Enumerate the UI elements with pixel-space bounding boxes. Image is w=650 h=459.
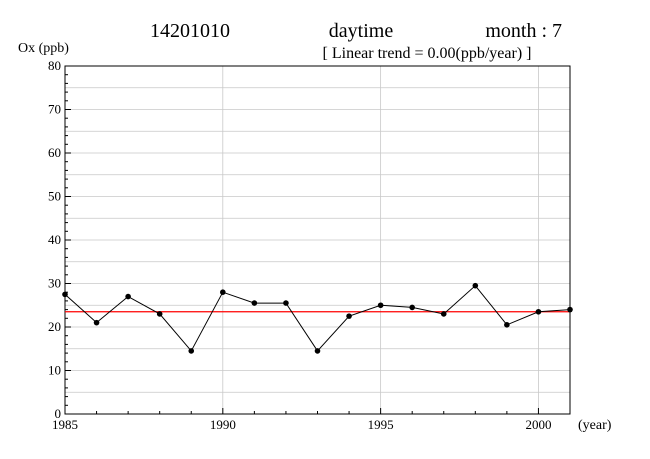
y-tick-label: 80 bbox=[48, 58, 61, 73]
y-tick-label: 70 bbox=[48, 102, 61, 117]
data-point bbox=[472, 282, 479, 289]
data-point bbox=[220, 289, 226, 296]
y-tick-label: 40 bbox=[48, 232, 61, 247]
data-point bbox=[62, 291, 68, 298]
data-point bbox=[440, 311, 447, 317]
chart-subtitle: [ Linear trend = 0.00(ppb/year) ] bbox=[323, 45, 532, 62]
y-tick-label: 30 bbox=[48, 276, 61, 291]
series-line bbox=[64, 284, 571, 352]
data-point bbox=[567, 306, 573, 313]
tick-labels: 0 10 20 30 40 50 60 70 80 1985 1990 1995 2000 bbox=[48, 58, 551, 432]
data-point bbox=[535, 308, 542, 315]
data-point bbox=[251, 300, 258, 306]
data-point bbox=[283, 300, 289, 306]
y-tick-label: 0 bbox=[55, 406, 62, 421]
chart-period: daytime bbox=[329, 20, 394, 42]
data-marks bbox=[62, 282, 573, 354]
y-axis-label: Ox (ppb) bbox=[18, 41, 69, 56]
data-point bbox=[93, 319, 100, 326]
x-tick-label: 1990 bbox=[210, 417, 236, 432]
y-tick-label: 20 bbox=[48, 319, 61, 334]
data-point bbox=[125, 293, 131, 300]
x-tick-label: 1985 bbox=[52, 417, 78, 432]
y-tick-label: 60 bbox=[48, 145, 61, 160]
data-point bbox=[188, 348, 195, 354]
data-point bbox=[504, 322, 510, 328]
data-point bbox=[314, 348, 321, 354]
grid bbox=[64, 65, 571, 415]
y-tick-label: 10 bbox=[48, 363, 61, 378]
chart-month: month : 7 bbox=[485, 20, 562, 42]
x-tick-label: 2000 bbox=[525, 417, 551, 432]
chart-station-id: 14201010 bbox=[150, 20, 230, 42]
data-point bbox=[409, 304, 415, 311]
y-tick-label: 50 bbox=[48, 189, 61, 204]
x-axis-label: (year) bbox=[578, 418, 612, 433]
data-point bbox=[346, 313, 352, 319]
x-tick-label: 1995 bbox=[368, 417, 394, 432]
data-point bbox=[156, 311, 163, 317]
data-point bbox=[377, 302, 384, 309]
